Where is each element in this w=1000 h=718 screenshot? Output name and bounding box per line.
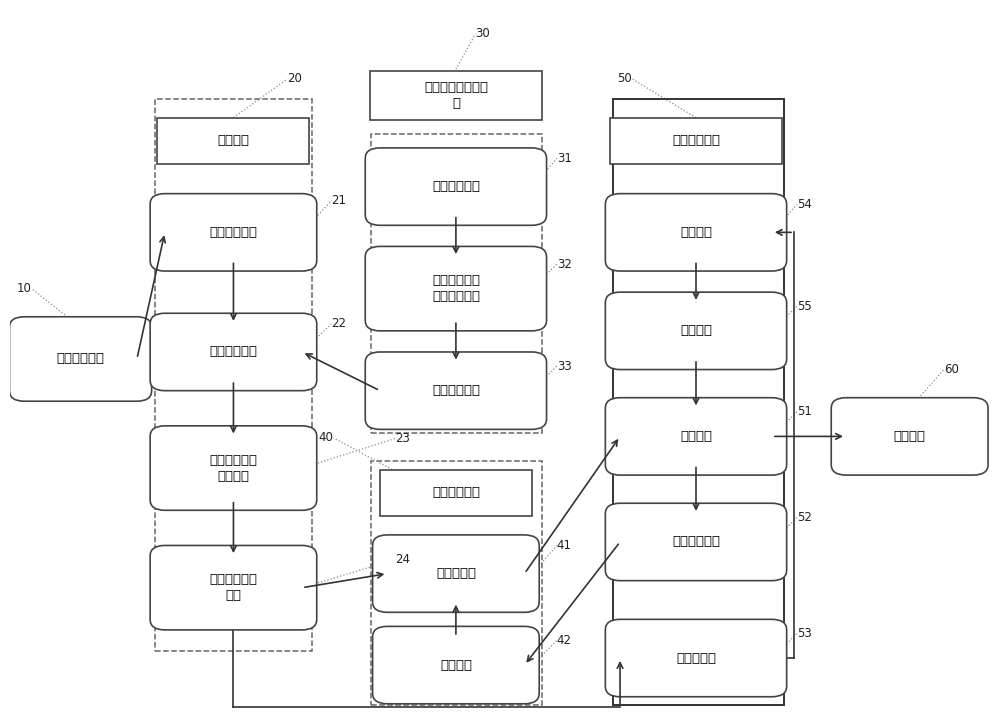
FancyBboxPatch shape xyxy=(370,70,542,120)
FancyBboxPatch shape xyxy=(150,194,317,271)
Text: 33: 33 xyxy=(557,360,572,373)
Text: 数据存储单元: 数据存储单元 xyxy=(432,384,480,397)
Text: 数据转换单元: 数据转换单元 xyxy=(209,226,257,239)
Text: 41: 41 xyxy=(557,539,572,552)
Bar xyxy=(613,98,784,705)
Text: 充电回路: 充电回路 xyxy=(680,325,712,337)
Bar xyxy=(155,98,312,651)
Text: 55: 55 xyxy=(797,299,812,313)
FancyBboxPatch shape xyxy=(605,292,787,370)
FancyBboxPatch shape xyxy=(373,626,539,704)
Text: 10: 10 xyxy=(17,282,32,295)
FancyBboxPatch shape xyxy=(373,535,539,612)
Text: 受测飞机: 受测飞机 xyxy=(894,430,926,443)
Text: 31: 31 xyxy=(557,152,572,165)
FancyBboxPatch shape xyxy=(365,352,547,429)
Text: 飞机雷击仿真模型
库: 飞机雷击仿真模型 库 xyxy=(424,80,488,110)
Text: 30: 30 xyxy=(476,27,490,40)
Text: 电源模块: 电源模块 xyxy=(680,226,712,239)
Text: 电磁仿真模块: 电磁仿真模块 xyxy=(432,180,480,193)
Text: 阻抗测量模块: 阻抗测量模块 xyxy=(672,536,720,549)
Text: 20: 20 xyxy=(287,73,302,85)
Text: 阻抗调节器: 阻抗调节器 xyxy=(436,567,476,580)
FancyBboxPatch shape xyxy=(150,313,317,391)
Text: 开关控制器: 开关控制器 xyxy=(676,651,716,665)
Text: 阻抗控制策略
单元: 阻抗控制策略 单元 xyxy=(209,573,257,602)
FancyBboxPatch shape xyxy=(365,148,547,225)
FancyBboxPatch shape xyxy=(10,317,152,401)
FancyBboxPatch shape xyxy=(605,398,787,475)
Text: 信息输入单元: 信息输入单元 xyxy=(57,353,105,365)
Text: 放电回路阻抗
分析单元: 放电回路阻抗 分析单元 xyxy=(209,454,257,482)
Text: 32: 32 xyxy=(557,258,572,271)
FancyBboxPatch shape xyxy=(150,546,317,630)
Text: 放电回路: 放电回路 xyxy=(680,430,712,443)
Text: 52: 52 xyxy=(797,510,812,524)
FancyBboxPatch shape xyxy=(605,194,787,271)
FancyBboxPatch shape xyxy=(831,398,988,475)
Bar xyxy=(371,134,542,433)
Text: 反馈单元: 反馈单元 xyxy=(440,658,472,671)
Text: 专家系统: 专家系统 xyxy=(217,134,249,147)
Text: 40: 40 xyxy=(319,432,333,444)
Text: 控制处理单元: 控制处理单元 xyxy=(432,486,480,499)
Text: 22: 22 xyxy=(331,317,346,330)
Text: 53: 53 xyxy=(797,627,812,640)
Bar xyxy=(371,461,542,705)
FancyBboxPatch shape xyxy=(157,118,309,164)
FancyBboxPatch shape xyxy=(380,470,532,516)
Text: 51: 51 xyxy=(797,405,812,419)
Text: 54: 54 xyxy=(797,197,812,210)
FancyBboxPatch shape xyxy=(365,246,547,331)
Text: 50: 50 xyxy=(618,73,632,85)
Text: 60: 60 xyxy=(944,363,959,376)
Text: 匹配处理单元: 匹配处理单元 xyxy=(209,345,257,358)
Text: 24: 24 xyxy=(395,553,410,566)
FancyBboxPatch shape xyxy=(610,118,782,164)
Text: 21: 21 xyxy=(331,194,346,208)
Text: 雷电流发生器: 雷电流发生器 xyxy=(672,134,720,147)
Text: 42: 42 xyxy=(557,634,572,647)
Text: 雷击瞬态阻抗
特性分析模块: 雷击瞬态阻抗 特性分析模块 xyxy=(432,274,480,303)
FancyBboxPatch shape xyxy=(150,426,317,510)
FancyBboxPatch shape xyxy=(605,503,787,581)
FancyBboxPatch shape xyxy=(605,620,787,696)
Text: 23: 23 xyxy=(395,432,410,445)
